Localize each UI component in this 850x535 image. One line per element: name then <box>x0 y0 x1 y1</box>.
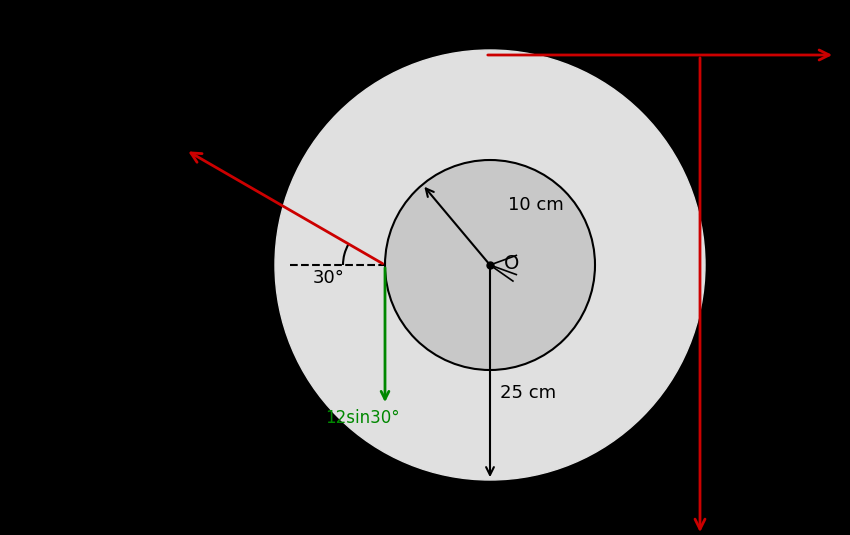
Text: 25 cm: 25 cm <box>500 384 556 402</box>
Circle shape <box>275 50 705 480</box>
Circle shape <box>385 160 595 370</box>
Text: O: O <box>504 254 519 273</box>
Text: 10 cm: 10 cm <box>508 196 564 214</box>
Text: 30°: 30° <box>313 269 345 287</box>
Text: 12sin30°: 12sin30° <box>325 409 399 427</box>
